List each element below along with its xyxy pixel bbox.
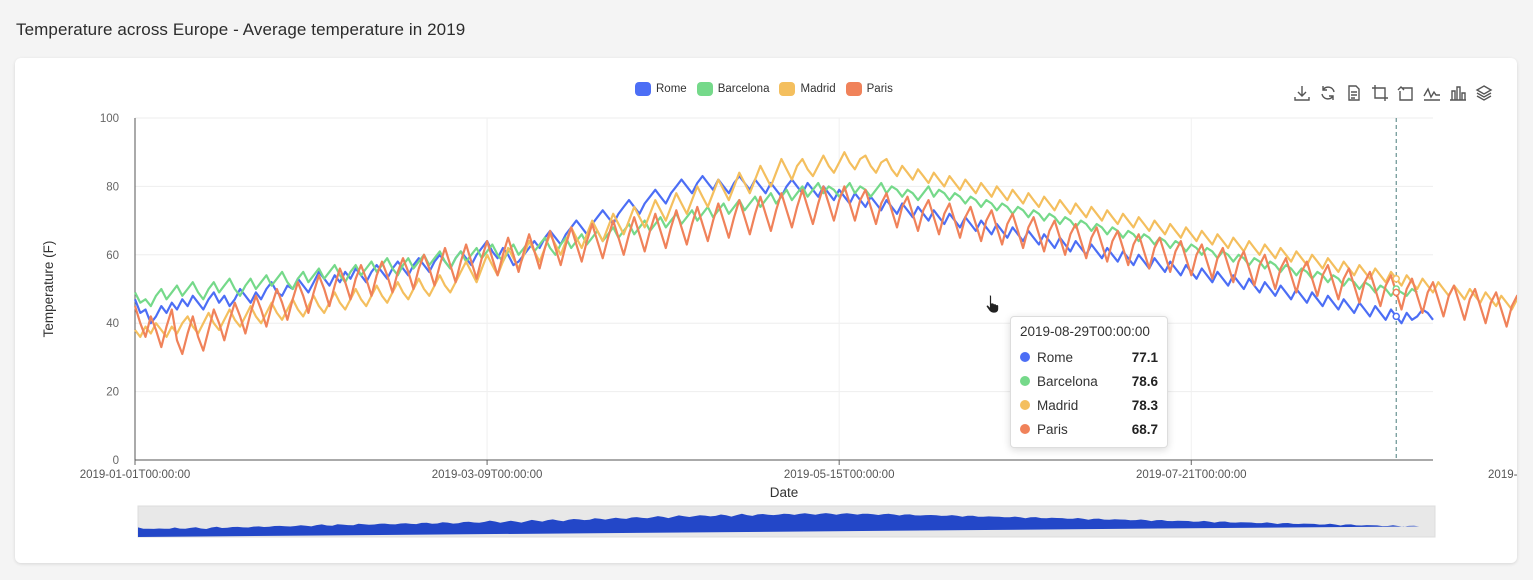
legend-swatch-barcelona xyxy=(696,82,713,96)
tooltip-value-paris: 68.7 xyxy=(1131,421,1158,437)
y-tick-label: 20 xyxy=(106,387,119,399)
highlight-point-rome xyxy=(1392,312,1400,321)
highlight-point-paris xyxy=(1392,288,1400,297)
tooltip-dot-madrid xyxy=(1020,400,1030,410)
slider-area xyxy=(138,513,1420,537)
download-icon[interactable] xyxy=(1293,84,1311,102)
x-tick-label: 2019-03-09T00:00:00 xyxy=(432,469,543,481)
x-tick-label: 2019-07-21T00:00:00 xyxy=(1136,469,1247,481)
data-view-icon[interactable] xyxy=(1345,84,1363,102)
y-tick-label: 100 xyxy=(100,113,119,125)
x-tick-label: 2019-05-15T00:00:00 xyxy=(784,469,895,481)
tooltip-row-paris: Paris 68.7 xyxy=(1020,417,1158,441)
tooltip-dot-barcelona xyxy=(1020,376,1030,386)
x-tick-label: 2019-01-01T00:00:00 xyxy=(80,469,191,481)
y-axis-title: Temperature (F) xyxy=(41,241,56,338)
chart-legend: Rome Barcelona Madrid Paris xyxy=(635,82,893,96)
legend-swatch-paris xyxy=(845,82,862,96)
line-type-icon[interactable] xyxy=(1423,84,1441,102)
x-tick-label: 2019-09-26T00:00:00 xyxy=(1488,469,1517,481)
legend-swatch-rome xyxy=(635,82,651,96)
chart-toolbox xyxy=(1293,84,1493,102)
chart-tooltip: 2019-08-29T00:00:00 Rome 77.1 Barcelona … xyxy=(1010,316,1168,448)
tooltip-row-madrid: Madrid 78.3 xyxy=(1020,393,1158,417)
chart-card: 0 20 40 60 80 100 2019-01-01T00:00:00 2019-03-0… xyxy=(15,58,1517,563)
refresh-icon[interactable] xyxy=(1319,84,1337,102)
legend-label-rome: Rome xyxy=(656,83,687,95)
y-tick-label: 40 xyxy=(106,318,119,330)
tooltip-dot-paris xyxy=(1020,424,1030,434)
chart-svg: 0 20 40 60 80 100 2019-01-01T00:00:00 2019-03-0… xyxy=(41,113,1517,538)
legend-swatch-madrid xyxy=(779,82,796,96)
tooltip-name-paris: Paris xyxy=(1037,421,1068,437)
y-tick-label: 60 xyxy=(106,250,119,262)
stack-icon[interactable] xyxy=(1475,84,1493,102)
tooltip-row-rome: Rome 77.1 xyxy=(1020,345,1158,369)
legend-item-barcelona[interactable]: Barcelona xyxy=(696,82,770,96)
legend-label-paris: Paris xyxy=(866,83,893,95)
series-line-paris xyxy=(133,185,1517,356)
mouse-pointer-icon xyxy=(985,294,999,314)
tooltip-value-rome: 77.1 xyxy=(1131,349,1158,365)
page-title: Temperature across Europe - Average temp… xyxy=(16,20,466,39)
legend-label-barcelona: Barcelona xyxy=(717,83,770,95)
tooltip-value-madrid: 78.3 xyxy=(1131,397,1158,413)
tooltip-title: 2019-08-29T00:00:00 xyxy=(1020,324,1150,339)
legend-item-rome[interactable]: Rome xyxy=(635,82,687,96)
zoom-reset-icon[interactable] xyxy=(1397,84,1415,102)
y-tick-label: 0 xyxy=(113,455,119,467)
series-line-madrid xyxy=(134,151,1517,338)
tooltip-name-rome: Rome xyxy=(1037,349,1074,365)
tooltip-dot-rome xyxy=(1020,352,1030,362)
tooltip-name-barcelona: Barcelona xyxy=(1037,373,1098,389)
zoom-icon[interactable] xyxy=(1371,84,1389,102)
legend-label-madrid: Madrid xyxy=(800,83,836,95)
tooltip-name-madrid: Madrid xyxy=(1037,397,1079,413)
bar-type-icon[interactable] xyxy=(1449,84,1467,102)
legend-item-paris[interactable]: Paris xyxy=(845,82,893,96)
legend-item-madrid[interactable]: Madrid xyxy=(779,82,836,96)
tooltip-value-barcelona: 78.6 xyxy=(1131,373,1158,389)
tooltip-row-barcelona: Barcelona 78.6 xyxy=(1020,369,1158,393)
highlight-point-madrid xyxy=(1392,274,1400,283)
y-tick-label: 80 xyxy=(106,181,119,193)
x-axis-title: Date xyxy=(770,485,799,500)
